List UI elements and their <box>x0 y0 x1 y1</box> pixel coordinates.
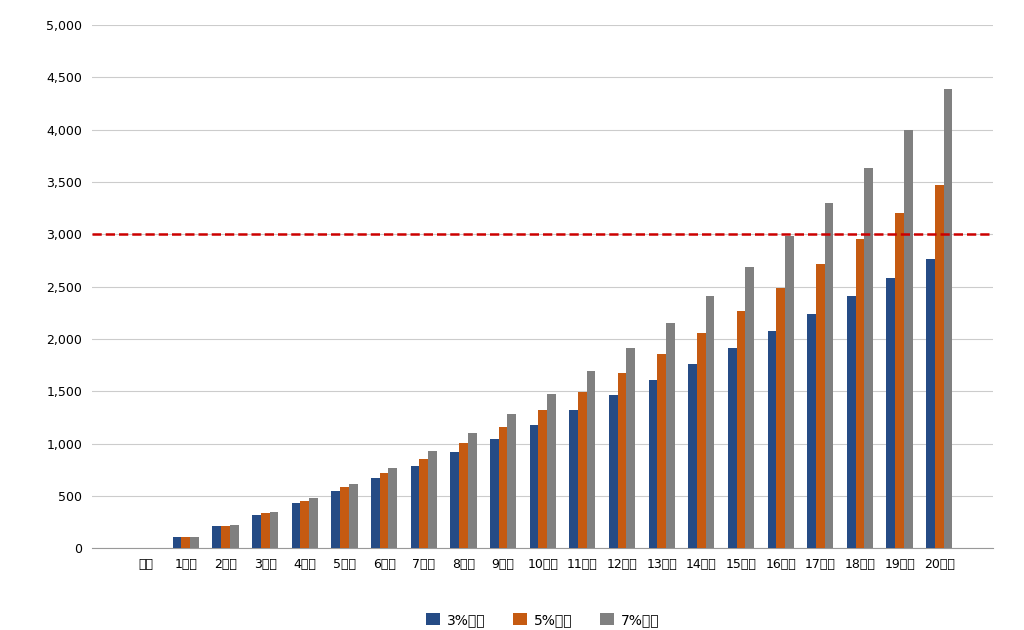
Bar <box>332 491 340 548</box>
Bar <box>904 130 912 548</box>
Bar <box>648 380 657 548</box>
Bar <box>666 323 675 548</box>
Bar <box>212 526 221 548</box>
Bar <box>261 513 269 548</box>
Bar <box>428 451 437 548</box>
Bar <box>190 537 199 548</box>
Bar <box>173 537 181 548</box>
Bar <box>269 512 279 548</box>
Bar <box>706 295 715 548</box>
Legend: 3%運用, 5%運用, 7%運用: 3%運用, 5%運用, 7%運用 <box>420 607 666 630</box>
Bar <box>380 473 388 548</box>
Bar <box>388 468 397 548</box>
Bar <box>459 444 468 548</box>
Bar <box>411 466 420 548</box>
Bar <box>539 410 547 548</box>
Bar <box>864 168 873 548</box>
Bar <box>617 374 627 548</box>
Bar <box>349 484 357 548</box>
Bar <box>292 503 300 548</box>
Bar <box>468 433 476 548</box>
Bar <box>856 239 864 548</box>
Bar <box>736 311 745 548</box>
Bar <box>887 278 895 548</box>
Bar <box>508 414 516 548</box>
Bar <box>609 395 617 548</box>
Bar <box>657 353 666 548</box>
Bar <box>728 348 736 548</box>
Bar <box>371 478 380 548</box>
Bar <box>745 267 754 548</box>
Bar <box>935 185 943 548</box>
Bar <box>587 372 596 548</box>
Bar <box>420 459 428 548</box>
Bar <box>547 394 556 548</box>
Bar <box>221 525 229 548</box>
Bar <box>309 498 317 548</box>
Bar <box>785 236 794 548</box>
Bar <box>943 89 952 548</box>
Bar <box>489 438 499 548</box>
Bar <box>499 427 508 548</box>
Bar <box>229 525 239 548</box>
Bar <box>816 265 824 548</box>
Bar <box>824 203 834 548</box>
Bar <box>895 213 904 548</box>
Bar <box>300 501 309 548</box>
Bar <box>529 425 539 548</box>
Bar <box>688 364 697 548</box>
Bar <box>181 537 190 548</box>
Bar <box>340 488 349 548</box>
Bar <box>768 331 776 548</box>
Bar <box>627 348 635 548</box>
Bar <box>569 410 578 548</box>
Bar <box>776 289 785 548</box>
Bar <box>926 259 935 548</box>
Bar <box>578 392 587 548</box>
Bar <box>807 314 816 548</box>
Bar <box>847 296 856 548</box>
Bar <box>697 333 706 548</box>
Bar <box>252 515 261 548</box>
Bar <box>451 452 459 548</box>
